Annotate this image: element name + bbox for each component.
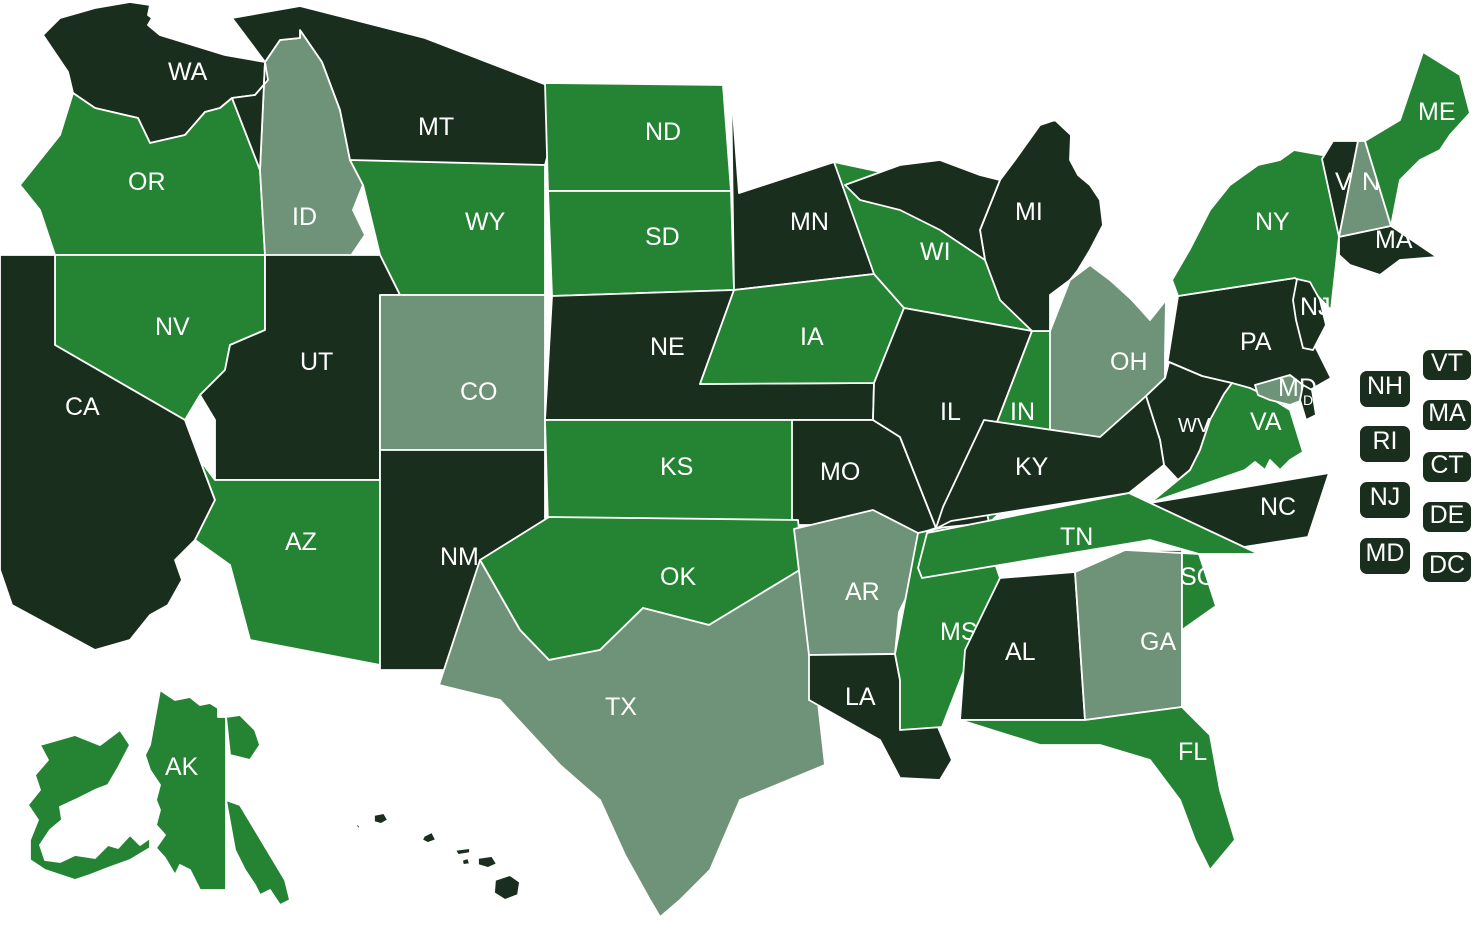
svg-text:MA: MA <box>1375 226 1413 254</box>
svg-text:GA: GA <box>1140 628 1176 656</box>
svg-text:WY: WY <box>465 208 506 236</box>
svg-text:CT: CT <box>1430 451 1463 479</box>
svg-text:KS: KS <box>660 453 693 481</box>
svg-text:MT: MT <box>418 113 454 141</box>
svg-text:OR: OR <box>128 168 166 196</box>
svg-text:AK: AK <box>165 753 199 781</box>
svg-text:RI: RI <box>1373 427 1398 455</box>
svg-text:DE: DE <box>1303 392 1322 408</box>
svg-text:MI: MI <box>1015 198 1043 226</box>
svg-text:AR: AR <box>845 578 880 606</box>
svg-text:KY: KY <box>1015 453 1049 481</box>
svg-text:MN: MN <box>790 208 829 236</box>
svg-text:NE: NE <box>650 333 685 361</box>
svg-text:WA: WA <box>168 58 208 86</box>
svg-text:HI: HI <box>490 842 506 859</box>
svg-text:SD: SD <box>645 223 680 251</box>
svg-text:ID: ID <box>292 203 317 231</box>
svg-text:MD: MD <box>1366 539 1405 567</box>
svg-text:OK: OK <box>660 563 696 591</box>
svg-text:IN: IN <box>1010 398 1035 426</box>
svg-text:NV: NV <box>155 313 190 341</box>
svg-text:ND: ND <box>645 118 681 146</box>
svg-text:WI: WI <box>920 238 951 266</box>
svg-text:FL: FL <box>1178 738 1207 766</box>
svg-text:PA: PA <box>1240 328 1272 356</box>
svg-text:VA: VA <box>1250 408 1282 436</box>
svg-text:TN: TN <box>1060 523 1093 551</box>
svg-text:NY: NY <box>1255 208 1290 236</box>
svg-text:NC: NC <box>1260 493 1296 521</box>
svg-text:CO: CO <box>460 378 498 406</box>
svg-text:MO: MO <box>820 458 860 486</box>
svg-text:VT: VT <box>1431 349 1463 377</box>
svg-text:AZ: AZ <box>285 528 317 556</box>
svg-text:DE: DE <box>1430 501 1465 529</box>
svg-text:AL: AL <box>1005 638 1036 666</box>
svg-text:UT: UT <box>300 348 333 376</box>
svg-text:CA: CA <box>65 393 100 421</box>
svg-text:NJ: NJ <box>1370 483 1401 511</box>
svg-text:NM: NM <box>440 543 479 571</box>
svg-text:OH: OH <box>1110 348 1148 376</box>
svg-text:IL: IL <box>940 398 961 426</box>
svg-text:SC: SC <box>1180 563 1215 591</box>
svg-text:MA: MA <box>1428 399 1466 427</box>
svg-text:LA: LA <box>845 683 876 711</box>
svg-text:IA: IA <box>800 323 824 351</box>
svg-text:NH: NH <box>1367 372 1403 400</box>
svg-text:DC: DC <box>1429 551 1465 579</box>
svg-text:TX: TX <box>605 693 637 721</box>
svg-text:NJ: NJ <box>1300 293 1331 321</box>
svg-text:ME: ME <box>1418 98 1456 126</box>
